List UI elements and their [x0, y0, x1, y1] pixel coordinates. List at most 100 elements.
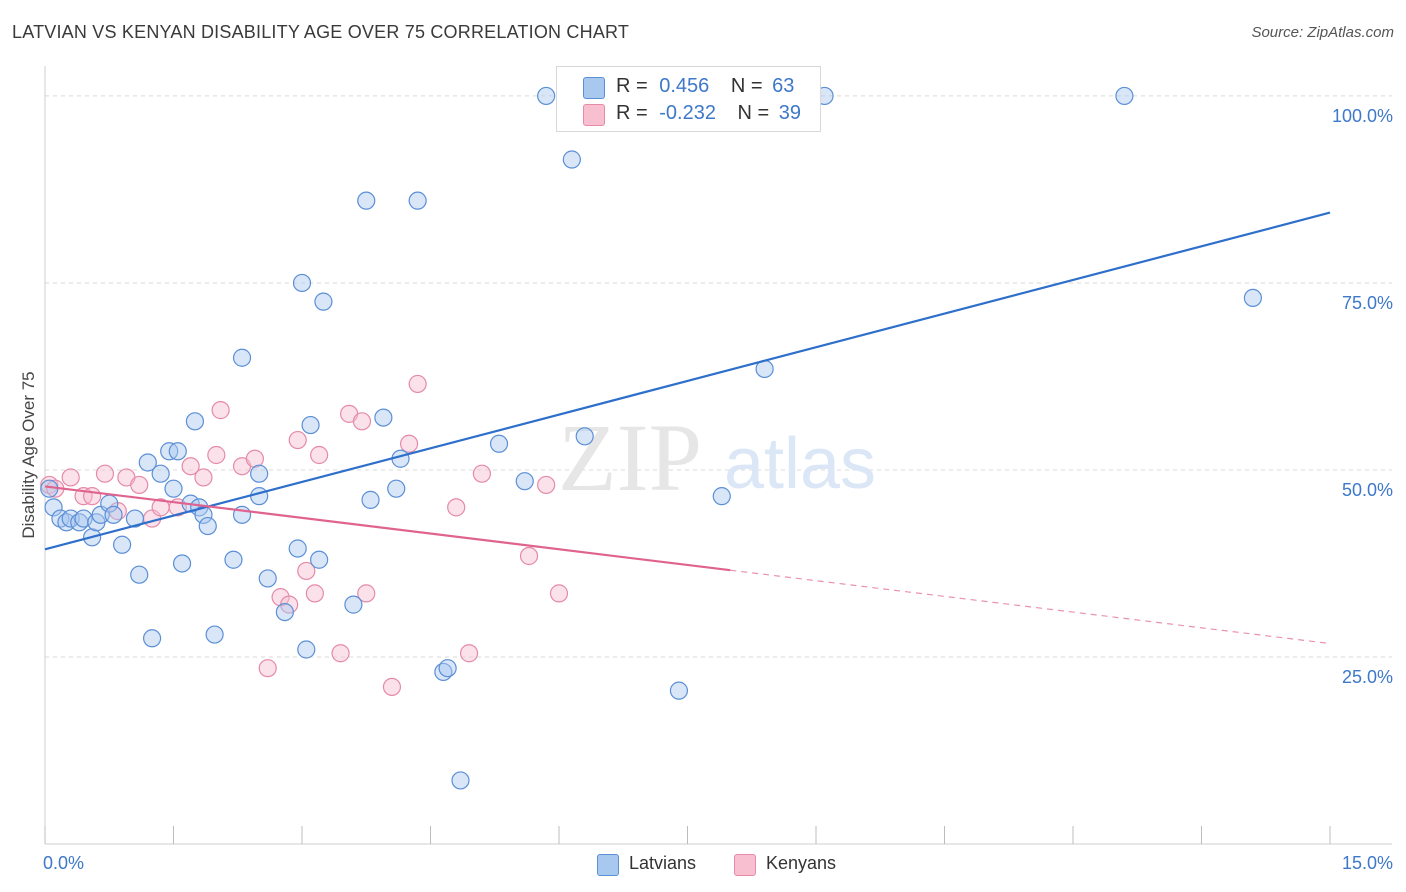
latvian-point	[198, 516, 217, 536]
latvian-point	[314, 292, 333, 311]
latvian-point	[138, 453, 157, 472]
latvian-point	[575, 427, 594, 446]
bottom-label-kenyans: Kenyans	[766, 853, 837, 873]
correlation-legend: R = 0.456 N = 63 R = -0.232 N = 39	[556, 66, 821, 132]
watermark: ZIP atlas	[558, 404, 876, 511]
y-tick-label: 100.0%	[1332, 106, 1393, 126]
kenyan-point	[258, 659, 277, 678]
latvian-point	[250, 487, 269, 506]
latvian-point	[408, 191, 427, 210]
latvian-point	[130, 565, 149, 584]
latvian-point	[44, 498, 63, 517]
latvians-r-label: R =	[616, 75, 648, 97]
latvian-point	[361, 490, 380, 509]
kenyan-point	[130, 475, 149, 495]
tick-labels: 25.0% 50.0% 75.0% 100.0% 0.0% 15.0%	[43, 106, 1393, 873]
kenyan-point	[399, 434, 419, 453]
latvian-point	[292, 273, 312, 293]
latvian-point	[275, 602, 294, 622]
latvian-point	[1115, 86, 1134, 106]
latvian-point	[168, 442, 187, 461]
latvian-point	[562, 150, 581, 169]
kenyan-point	[194, 468, 213, 487]
latvian-point	[489, 434, 509, 453]
latvians-trendline	[44, 211, 1331, 551]
kenyans-r-label: R =	[616, 102, 648, 124]
latvian-point	[669, 681, 689, 700]
x-tick-label: 15.0%	[1342, 853, 1393, 873]
kenyan-point	[472, 464, 491, 483]
latvian-point	[451, 771, 470, 790]
kenyan-point	[245, 449, 264, 468]
latvian-point	[232, 348, 252, 367]
kenyan-point	[305, 584, 324, 603]
watermark-zip: ZIP	[558, 404, 702, 511]
legend-swatch-latvians	[583, 77, 605, 99]
bottom-swatch-latvians	[597, 854, 619, 876]
y-tick-label: 50.0%	[1342, 480, 1393, 500]
kenyan-point	[408, 374, 427, 394]
latvian-point	[387, 479, 406, 498]
chart-title: LATVIAN VS KENYAN DISABILITY AGE OVER 75…	[12, 22, 630, 42]
source-label: Source: ZipAtlas.com	[1251, 24, 1394, 41]
kenyan-point	[61, 468, 80, 487]
kenyan-point	[297, 561, 316, 581]
kenyan-point	[519, 546, 539, 566]
latvian-point	[151, 464, 170, 483]
kenyan-point	[549, 584, 569, 603]
latvian-point	[258, 569, 277, 588]
kenyans-n-label: N =	[737, 102, 770, 124]
latvian-point	[537, 86, 556, 106]
kenyan-point	[537, 475, 556, 495]
latvians-n-label: N =	[730, 75, 763, 97]
kenyan-point	[447, 498, 466, 517]
kenyans-trendline-extension	[730, 569, 1331, 645]
latvians-points	[40, 86, 1263, 790]
bottom-label-latvians: Latvians	[629, 853, 697, 873]
kenyan-point	[211, 401, 230, 420]
latvian-point	[250, 464, 269, 483]
kenyan-point	[382, 677, 402, 697]
latvian-point	[205, 625, 224, 644]
latvians-n-value: 63	[772, 75, 795, 97]
y-tick-label: 25.0%	[1342, 667, 1393, 687]
axes	[44, 66, 1392, 845]
kenyan-point	[459, 644, 479, 663]
kenyan-point	[95, 464, 115, 483]
latvian-point	[297, 640, 316, 659]
kenyan-point	[207, 445, 226, 465]
trendlines	[44, 211, 1331, 645]
latvian-point	[104, 505, 123, 524]
latvian-point	[310, 550, 329, 569]
y-tick-label: 75.0%	[1342, 293, 1393, 313]
latvian-point	[357, 191, 376, 210]
bottom-swatch-kenyans	[734, 854, 756, 876]
kenyan-point	[310, 445, 329, 465]
latvians-r-value: 0.456	[659, 75, 710, 97]
x-tick-label: 0.0%	[43, 853, 84, 873]
latvian-point	[374, 408, 393, 427]
legend-swatch-kenyans	[583, 104, 605, 126]
latvian-point	[344, 595, 363, 614]
latvian-point	[224, 550, 243, 569]
latvian-point	[301, 415, 320, 435]
kenyans-n-value: 39	[778, 102, 802, 124]
kenyans-trendline	[44, 485, 731, 572]
watermark-atlas: atlas	[724, 424, 876, 504]
latvian-point	[438, 659, 457, 678]
latvian-point	[185, 412, 205, 431]
kenyan-point	[288, 430, 307, 450]
grid-lines	[45, 95, 1392, 658]
kenyan-point	[181, 457, 200, 476]
latvian-point	[172, 554, 192, 573]
y-axis-label: Disability Age Over 75	[19, 371, 38, 538]
latvian-point	[164, 479, 183, 498]
latvian-point	[712, 487, 731, 506]
kenyan-point	[83, 487, 102, 506]
latvian-point	[142, 629, 162, 648]
kenyan-point	[357, 584, 376, 603]
kenyan-point	[352, 412, 372, 431]
latvian-point	[125, 509, 145, 528]
latvian-point	[112, 535, 132, 554]
